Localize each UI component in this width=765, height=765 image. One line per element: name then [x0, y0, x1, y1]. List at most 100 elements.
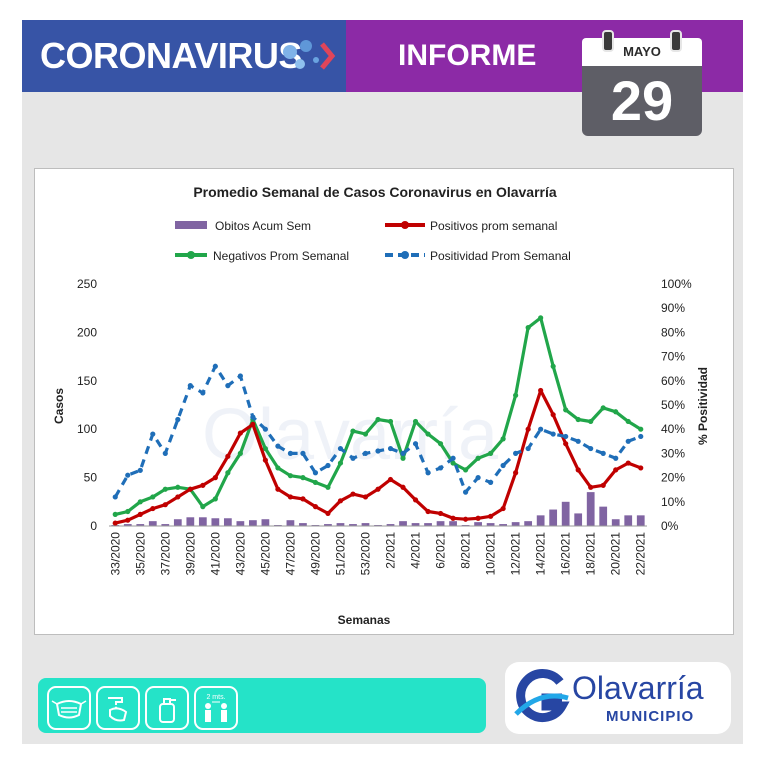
- point-positividad: [425, 470, 431, 476]
- point-positivos: [462, 516, 469, 522]
- point-negativos: [350, 428, 356, 434]
- bar-obitos: [286, 520, 295, 526]
- point-negativos: [488, 450, 494, 456]
- point-positividad: [137, 467, 143, 473]
- point-positividad: [300, 450, 306, 456]
- y2-tick-label: 50%: [661, 398, 685, 412]
- calendar-body: [582, 66, 702, 136]
- bar-obitos: [499, 524, 507, 526]
- y2-tick-label: 100%: [661, 277, 692, 291]
- point-negativos: [412, 418, 419, 425]
- chart-container: Olavarría Promedio Semanal de Casos Coro…: [34, 168, 734, 635]
- bar-obitos: [486, 523, 495, 526]
- point-negativos: [312, 479, 319, 486]
- y-tick-label: 50: [84, 471, 98, 485]
- point-positividad: [225, 383, 231, 389]
- point-positivos: [513, 470, 519, 476]
- point-positividad: [563, 433, 569, 440]
- point-positividad: [362, 450, 369, 456]
- point-positivos: [625, 460, 631, 466]
- bar-obitos: [123, 524, 132, 526]
- distance-label: 2 mts.: [206, 694, 225, 701]
- point-positivos: [638, 465, 644, 471]
- point-positividad: [625, 438, 631, 444]
- point-positivos: [588, 484, 594, 490]
- calendar-day: 29: [610, 69, 674, 132]
- point-negativos: [237, 450, 243, 456]
- mask-icon: [47, 686, 91, 730]
- point-positividad: [513, 450, 519, 456]
- point-positividad: [550, 431, 556, 437]
- point-negativos: [475, 455, 481, 461]
- point-positividad: [275, 443, 281, 449]
- bar-obitos: [236, 521, 245, 526]
- point-positivos: [325, 510, 331, 517]
- bar-obitos: [136, 524, 145, 526]
- bar-obitos: [411, 523, 420, 526]
- logo-name: Olavarría: [572, 670, 704, 706]
- point-positivos: [225, 453, 231, 459]
- point-positivos: [450, 515, 456, 521]
- point-positividad: [312, 470, 319, 476]
- point-negativos: [325, 484, 331, 490]
- point-positividad: [250, 414, 256, 420]
- x-tick-label: 39/2020: [183, 532, 197, 576]
- point-negativos: [175, 484, 181, 490]
- point-positivos: [337, 498, 344, 504]
- point-positivos: [375, 486, 381, 492]
- point-positivos: [538, 387, 544, 394]
- point-positivos: [500, 505, 506, 512]
- point-positividad: [375, 448, 381, 454]
- chart-title: Promedio Semanal de Casos Coronavirus en…: [193, 184, 557, 200]
- point-positivos: [187, 486, 193, 492]
- point-positivos: [400, 484, 406, 490]
- point-positividad: [462, 489, 469, 495]
- y2-tick-label: 0%: [661, 519, 679, 533]
- bar-obitos: [186, 517, 195, 526]
- y2-tick-label: 10%: [661, 495, 685, 509]
- point-positivos: [488, 513, 494, 519]
- point-negativos: [600, 405, 606, 411]
- point-negativos: [575, 416, 581, 423]
- point-positividad: [437, 465, 444, 471]
- x-tick-label: 33/2020: [108, 532, 122, 576]
- point-negativos: [425, 431, 431, 437]
- point-positivos: [237, 430, 243, 436]
- point-positivos: [475, 515, 481, 521]
- point-positivos: [550, 412, 556, 418]
- y-tick-label: 250: [77, 277, 97, 291]
- point-positivos: [437, 510, 444, 517]
- x-tick-label: 20/2021: [609, 532, 623, 576]
- bar-obitos: [574, 513, 583, 526]
- x-tick-label: 43/2020: [233, 532, 247, 576]
- point-positivos: [137, 511, 143, 517]
- y2-tick-label: 20%: [661, 471, 685, 485]
- handwash-icon: [96, 686, 140, 730]
- point-positivos: [112, 520, 118, 526]
- point-negativos: [225, 470, 231, 476]
- x-tick-label: 12/2021: [509, 532, 523, 576]
- bar-obitos: [336, 523, 345, 526]
- bar-obitos: [624, 515, 633, 526]
- point-negativos: [150, 494, 156, 500]
- point-positivos: [575, 467, 581, 473]
- y2-tick-label: 90%: [661, 301, 685, 315]
- point-negativos: [550, 363, 556, 369]
- point-positividad: [575, 438, 581, 444]
- point-negativos: [200, 504, 206, 510]
- x-tick-label: 51/2020: [333, 532, 347, 576]
- sanitizer-icon: [145, 686, 189, 730]
- point-negativos: [162, 486, 168, 492]
- bar-obitos: [524, 521, 533, 526]
- point-positividad: [387, 445, 394, 452]
- legend-label-positividad: Positividad Prom Semanal: [430, 249, 571, 263]
- legend-marker-negativos: [187, 251, 195, 259]
- bar-obitos: [449, 521, 457, 526]
- point-positividad: [400, 450, 406, 456]
- y-axis-title: Casos: [52, 388, 66, 424]
- point-positivos: [425, 508, 431, 515]
- point-positividad: [162, 450, 168, 456]
- x-tick-label: 18/2021: [584, 532, 598, 576]
- y-tick-label: 0: [90, 519, 97, 533]
- point-negativos: [437, 441, 444, 447]
